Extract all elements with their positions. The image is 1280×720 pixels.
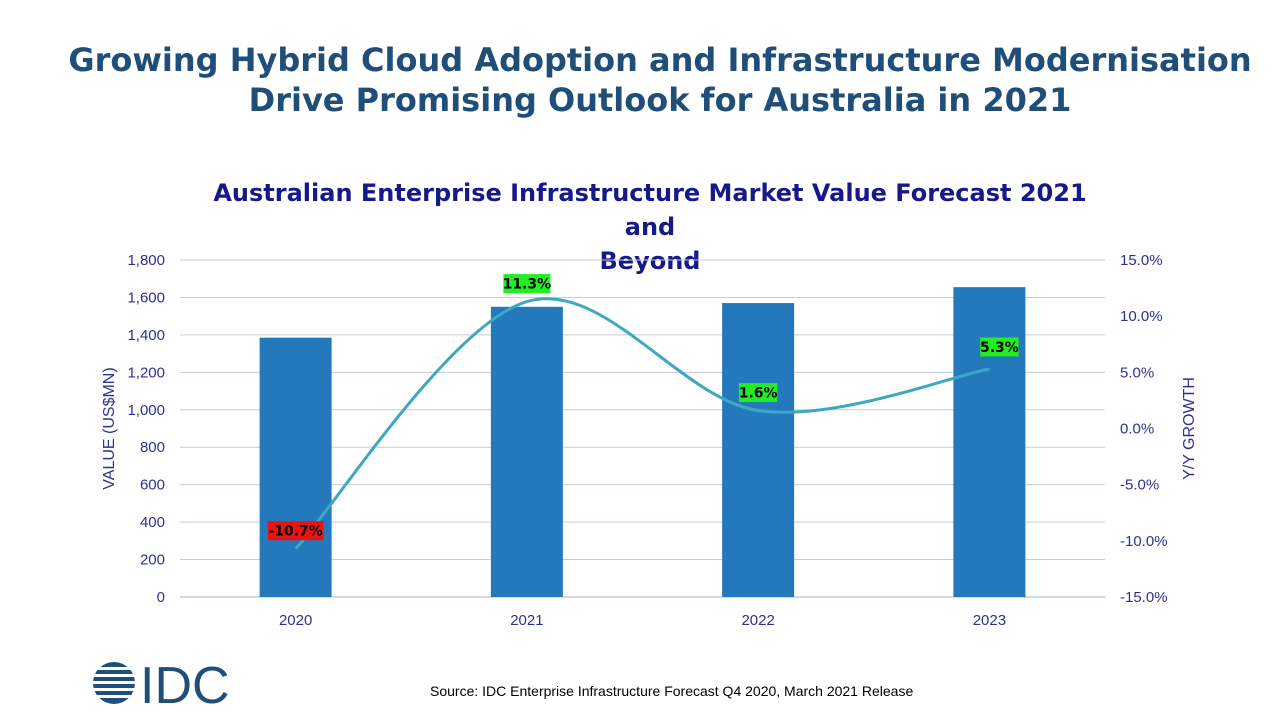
bar bbox=[953, 287, 1026, 597]
y-tick-label: 600 bbox=[140, 477, 165, 494]
headline: Growing Hybrid Cloud Adoption and Infras… bbox=[60, 40, 1260, 120]
y-tick-label: 1,400 bbox=[127, 327, 165, 344]
y2-tick-label: -5.0% bbox=[1120, 477, 1159, 494]
y-tick-label: 1,200 bbox=[127, 364, 165, 381]
y-axis-title: VALUE (US$MN) bbox=[101, 367, 118, 489]
chart-title-line-2: Beyond bbox=[599, 247, 701, 275]
x-tick-label: 2022 bbox=[741, 612, 774, 629]
data-label-bg bbox=[738, 383, 778, 403]
idc-globe-icon bbox=[92, 662, 136, 704]
x-tick-label: 2023 bbox=[973, 612, 1006, 629]
data-label: 5.3% bbox=[980, 340, 1019, 356]
data-label: 1.6% bbox=[739, 386, 778, 402]
y-tick-label: 1,600 bbox=[127, 289, 165, 306]
data-label: 11.3% bbox=[503, 277, 552, 293]
y-tick-label: 400 bbox=[140, 514, 165, 531]
bar bbox=[490, 306, 563, 597]
chart-title-line-1: Australian Enterprise Infrastructure Mar… bbox=[213, 179, 1087, 241]
x-tick-label: 2021 bbox=[510, 612, 543, 629]
data-label: -10.7% bbox=[268, 524, 322, 540]
headline-line-1: Growing Hybrid Cloud Adoption and Infras… bbox=[68, 41, 1252, 79]
data-label-bg bbox=[267, 521, 324, 541]
y2-tick-label: -10.0% bbox=[1120, 533, 1168, 550]
y-tick-label: 1,000 bbox=[127, 402, 165, 419]
y2-axis-title: Y/Y GROWTH bbox=[1181, 377, 1198, 480]
y-tick-label: 800 bbox=[140, 439, 165, 456]
y-tick-label: 1,800 bbox=[127, 252, 165, 269]
y2-tick-label: 10.0% bbox=[1120, 308, 1163, 325]
x-tick-label: 2020 bbox=[279, 612, 312, 629]
y2-tick-label: 15.0% bbox=[1120, 252, 1163, 269]
idc-logo: IDC bbox=[92, 660, 230, 710]
data-label-bg bbox=[980, 337, 1019, 357]
y-tick-label: 200 bbox=[140, 552, 165, 569]
growth-line bbox=[294, 297, 990, 550]
idc-logo-text: IDC bbox=[140, 660, 230, 710]
headline-line-2: Drive Promising Outlook for Australia in… bbox=[248, 81, 1072, 119]
chart-title: Australian Enterprise Infrastructure Mar… bbox=[200, 176, 1100, 278]
bar bbox=[259, 337, 332, 597]
data-label-bg bbox=[503, 274, 551, 294]
y2-tick-label: 0.0% bbox=[1120, 421, 1154, 438]
y-tick-label: 0 bbox=[157, 589, 165, 606]
source-note: Source: IDC Enterprise Infrastructure Fo… bbox=[430, 683, 914, 699]
y2-tick-label: -15.0% bbox=[1120, 589, 1168, 606]
y2-tick-label: 5.0% bbox=[1120, 364, 1154, 381]
bar bbox=[722, 303, 795, 597]
